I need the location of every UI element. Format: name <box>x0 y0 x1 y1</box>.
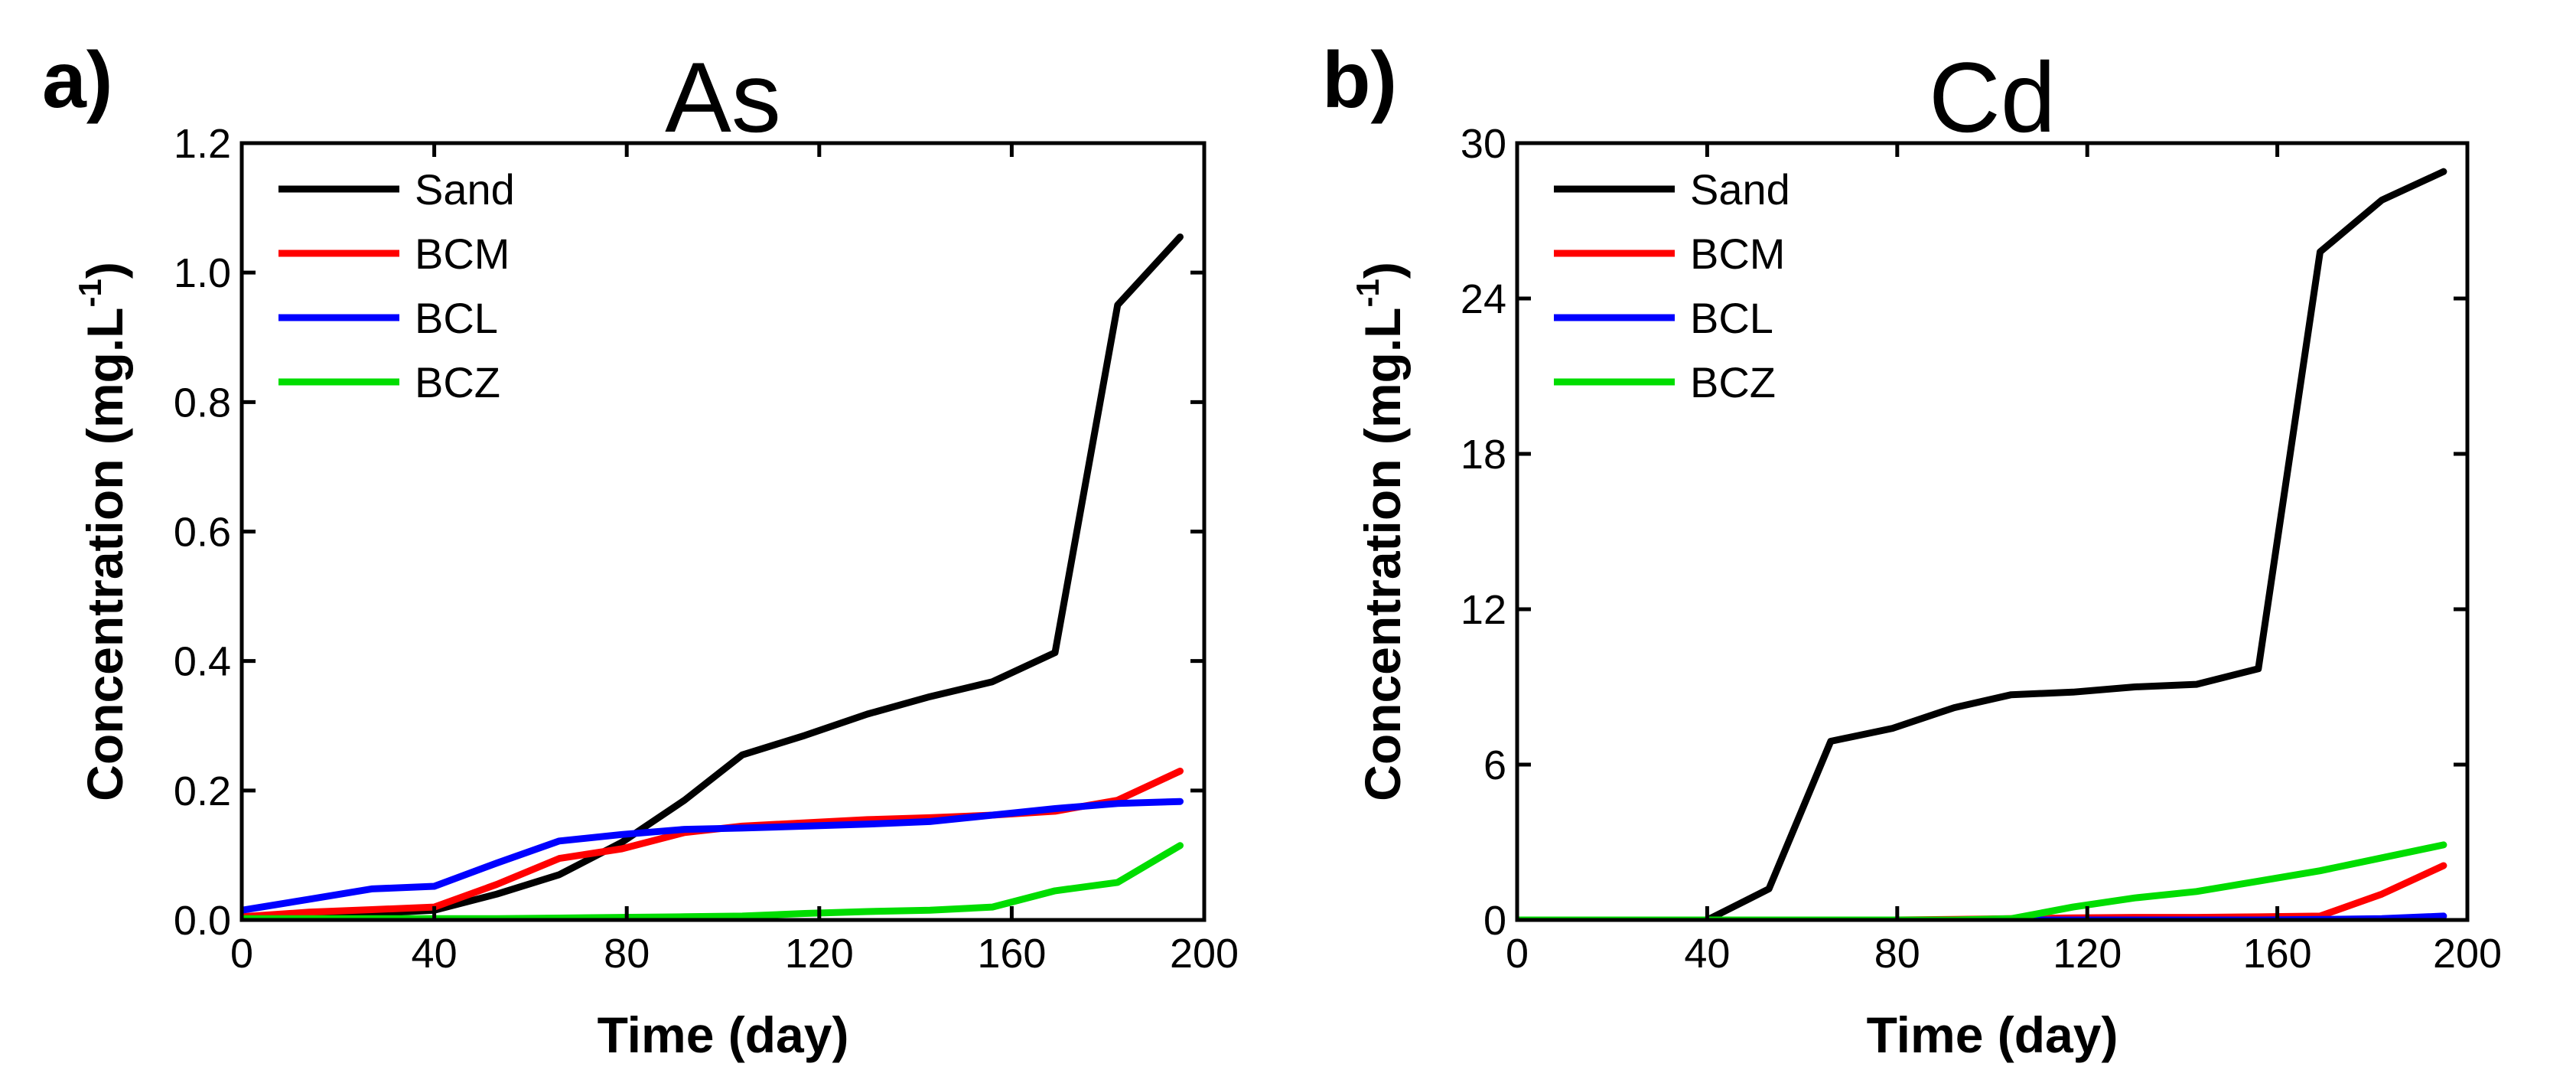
y-tick-label: 12 <box>1461 587 1506 633</box>
x-tick-label: 160 <box>2243 931 2312 977</box>
x-tick-label: 80 <box>1874 931 1920 977</box>
y-tick-label: 0.6 <box>174 510 231 556</box>
y-tick-label: 1.0 <box>174 250 231 296</box>
y-tick-label: 0.0 <box>174 898 231 944</box>
y-tick-label: 30 <box>1461 121 1506 167</box>
legend-label-sand: Sand <box>415 165 515 214</box>
y-tick-label: 6 <box>1483 742 1506 788</box>
x-tick-label: 40 <box>412 931 458 977</box>
plot-frame <box>239 141 1207 922</box>
y-axis-title-main: Concentration (mg.L <box>1354 308 1411 801</box>
legend-label-bcl: BCL <box>415 294 498 342</box>
legend-label-bcm: BCM <box>415 230 510 278</box>
x-tick-label: 80 <box>604 931 650 977</box>
y-axis-title-close: ) <box>1354 262 1411 279</box>
y-axis-title-main: Concentration (mg.L <box>77 308 133 801</box>
panel-label: b) <box>1322 36 1397 125</box>
x-tick-label: 40 <box>1684 931 1730 977</box>
legend-label-bcz: BCZ <box>415 358 500 406</box>
x-tick-label: 160 <box>977 931 1046 977</box>
panel-label: a) <box>42 36 112 125</box>
series-line-sand <box>242 233 1184 920</box>
x-tick-label: 200 <box>1170 931 1239 977</box>
x-tick-label: 120 <box>785 931 854 977</box>
x-tick-label: 120 <box>2053 931 2122 977</box>
legend-label-bcz: BCZ <box>1690 358 1776 406</box>
series-group <box>1517 168 2447 920</box>
series-line-sand <box>1517 168 2447 920</box>
chart-title: As <box>665 41 781 153</box>
legend: Sand BCM BCL BCZ <box>1554 165 1790 406</box>
x-tick-label: 0 <box>230 931 253 977</box>
x-tick-label: 200 <box>2433 931 2502 977</box>
series-group <box>242 233 1184 920</box>
y-tick-label: 1.2 <box>174 121 231 167</box>
x-tick-label: 0 <box>1506 931 1529 977</box>
chart-cadmium: b) Cd 0 40 80 120 160 200 0 6 12 18 24 30 Time (day) Co… <box>1322 36 2502 1063</box>
y-tick-label: 0.8 <box>174 380 231 426</box>
y-axis-title-superscript: -1 <box>72 279 108 307</box>
y-axis-title-close: ) <box>77 262 133 279</box>
x-axis-title: Time (day) <box>1867 1006 2118 1063</box>
x-axis-title: Time (day) <box>598 1006 849 1063</box>
chart-arsenic: a) As 0 40 80 120 160 200 0.0 0.2 0.4 0.6 0.8 1.0 1.2 T… <box>42 36 1239 1063</box>
series-line-bcz <box>1517 841 2447 920</box>
legend-label-bcl: BCL <box>1690 294 1773 342</box>
y-tick-label: 0 <box>1483 898 1506 944</box>
y-tick-label: 0.2 <box>174 768 231 814</box>
y-tick-label: 24 <box>1461 276 1506 322</box>
y-axis-title: Concentration (mg.L-1) <box>1350 262 1411 801</box>
legend: Sand BCM BCL BCZ <box>278 165 515 406</box>
chart-title: Cd <box>1929 41 2056 153</box>
y-tick-label: 18 <box>1461 432 1506 478</box>
legend-label-sand: Sand <box>1690 165 1790 214</box>
legend-label-bcm: BCM <box>1690 230 1785 278</box>
series-line-bcl <box>242 798 1184 914</box>
plot-frame <box>1515 141 2470 922</box>
y-axis-title-superscript: -1 <box>1350 279 1386 307</box>
y-tick-label: 0.4 <box>174 639 231 685</box>
y-axis-title: Concentration (mg.L-1) <box>72 262 133 801</box>
